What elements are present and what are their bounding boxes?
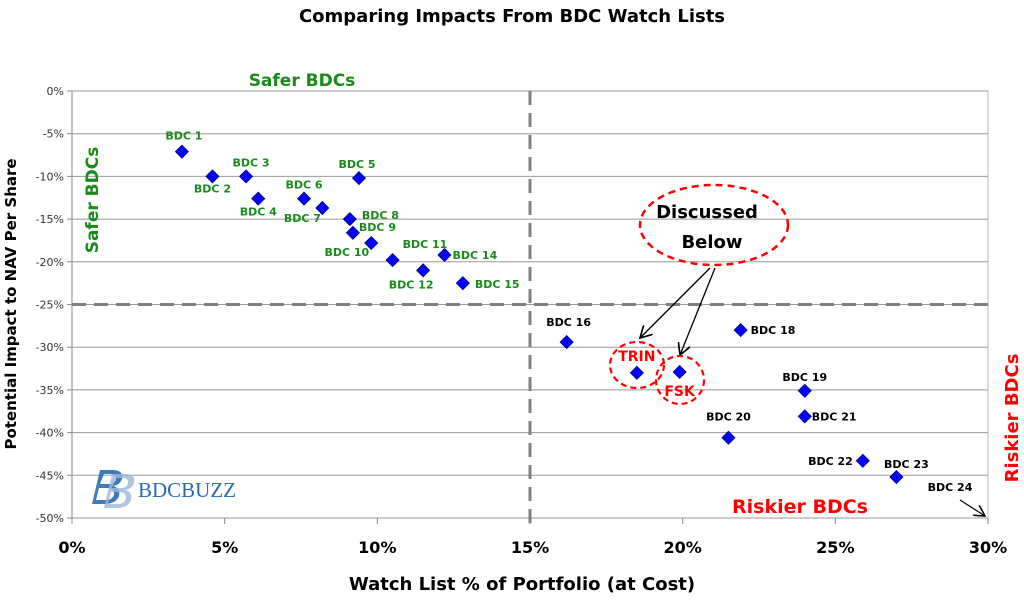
data-label: BDC 9: [359, 221, 396, 234]
fsk-circle: [654, 354, 706, 406]
data-point: [351, 171, 367, 186]
y-tick-label: -40%: [36, 427, 64, 440]
riskier-right-label: Riskier BDCs: [1002, 354, 1023, 483]
y-tick-label: 0%: [47, 85, 64, 98]
chart-title: Comparing Impacts From BDC Watch Lists: [299, 6, 725, 27]
data-point: [345, 225, 360, 240]
data-label: BDC 1: [165, 130, 202, 143]
data-point: [672, 364, 687, 380]
callout-arrow-fsk: [680, 267, 716, 355]
data-point: [721, 430, 736, 445]
y-axis-label: Potential Impact to NAV Per Share: [2, 158, 20, 449]
callout-ellipse: [638, 183, 790, 267]
data-point: [797, 383, 812, 398]
data-label: BDC 15: [475, 278, 520, 291]
data-label: BDC 21: [812, 410, 857, 423]
x-tick-label: 10%: [358, 538, 396, 557]
data-label: BDC 20: [706, 411, 751, 424]
y-tick-label: -50%: [36, 512, 64, 525]
offchart-label-bdc24: BDC 24: [928, 481, 973, 494]
data-point: [733, 323, 748, 338]
y-tick-label: -15%: [36, 213, 64, 226]
data-point: [629, 365, 644, 380]
data-label: BDC 23: [884, 458, 929, 471]
x-tick-label: 30%: [969, 538, 1007, 557]
data-label: BDC 12: [389, 278, 434, 291]
offchart-arrow-bdc24: [959, 499, 985, 516]
data-point: [797, 409, 812, 424]
callout-arrow-trin: [640, 267, 711, 338]
x-axis-label: Watch List % of Portfolio (at Cost): [349, 574, 695, 595]
data-label: BDC 18: [751, 324, 796, 337]
logo-mark-2: [104, 474, 135, 508]
safer-left-label: Safer BDCs: [83, 147, 103, 254]
data-point: [251, 191, 266, 206]
data-label: BDC 10: [324, 246, 369, 259]
x-tick-label: 5%: [211, 538, 238, 557]
data-point: [559, 335, 574, 350]
data-label: BDC 11: [403, 238, 448, 251]
data-label: TRIN: [618, 349, 655, 365]
data-point: [296, 191, 312, 206]
callout-text-2: Below: [681, 232, 742, 253]
x-tick-label: 0%: [58, 538, 85, 557]
data-label: BDC 2: [194, 182, 231, 195]
data-point: [385, 253, 400, 268]
data-point: [855, 453, 870, 468]
trin-circle: [608, 340, 666, 390]
y-tick-label: -10%: [36, 170, 64, 183]
callout: Discussed Below: [608, 183, 790, 406]
data-point: [889, 469, 904, 485]
data-point: [238, 169, 254, 184]
data-point: [416, 263, 431, 278]
bdcbuzz-logo: BDCBUZZ: [92, 470, 236, 508]
safer-top-label: Safer BDCs: [249, 71, 356, 91]
data-label: BDC 6: [286, 179, 323, 192]
y-tick-label: -45%: [36, 469, 64, 482]
data-label: BDC 7: [284, 212, 321, 225]
data-label: BDC 4: [240, 206, 277, 219]
logo-text: BDCBUZZ: [138, 478, 236, 502]
callout-text-1: Discussed: [656, 202, 758, 223]
data-label: BDC 16: [546, 316, 591, 329]
logo-mark: [92, 470, 123, 504]
data-label: BDC 3: [233, 156, 270, 169]
data-point: [455, 276, 470, 291]
data-label: BDC 14: [453, 249, 498, 262]
y-tick-label: -35%: [36, 384, 64, 397]
y-tick-label: -20%: [36, 256, 64, 269]
data-point: [205, 169, 220, 184]
x-tick-label: 15%: [511, 538, 549, 557]
data-point: [315, 200, 330, 216]
data-point: [437, 247, 452, 263]
data-point: [364, 235, 379, 251]
data-point: [174, 144, 189, 159]
data-label: BDC 8: [362, 209, 399, 222]
data-label: BDC 5: [338, 158, 375, 171]
x-tick-label: 20%: [664, 538, 702, 557]
y-tick-label: -30%: [36, 341, 64, 354]
riskier-bottom-label: Riskier BDCs: [732, 496, 868, 518]
data-label: FSK: [664, 384, 696, 400]
data-label: BDC 19: [782, 371, 827, 384]
y-tick-label: -25%: [36, 299, 64, 312]
data-label: BDC 22: [808, 455, 853, 468]
x-tick-label: 25%: [816, 538, 854, 557]
data-point: [342, 212, 357, 227]
y-tick-label: -5%: [43, 128, 64, 141]
